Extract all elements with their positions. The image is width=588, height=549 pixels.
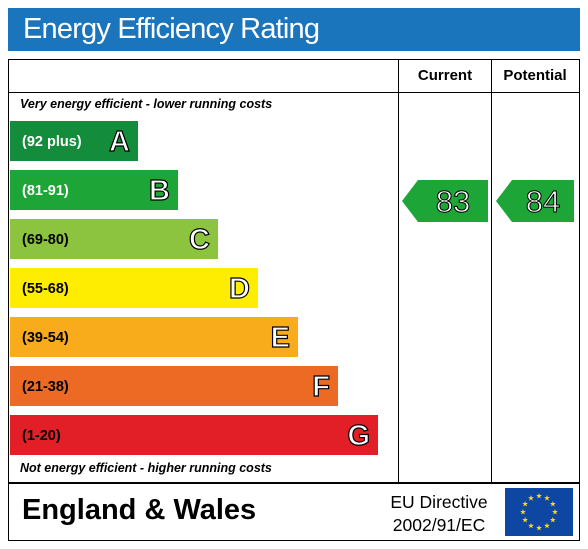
flag-star: [544, 522, 550, 529]
band-letter: E: [270, 321, 291, 354]
directive-line-1: EU Directive: [390, 492, 488, 512]
band-letter: D: [228, 272, 250, 305]
arrow-shape: [496, 180, 574, 222]
rating-band-b: (81-91) B: [10, 170, 178, 210]
band-letter: A: [108, 125, 130, 158]
band-range-label: (69-80): [22, 232, 69, 248]
rating-band-g: (1-20) G: [10, 415, 378, 455]
flag-star: [536, 493, 542, 499]
title-bar: Energy Efficiency Rating: [8, 8, 580, 51]
current-column-header: Current: [417, 67, 473, 84]
divider-potential: [491, 59, 492, 483]
rating-band-a: (92 plus) A: [10, 121, 138, 161]
header-divider: [8, 92, 580, 93]
band-range-label: (1-20): [22, 428, 61, 444]
band-range-label: (92 plus): [22, 134, 82, 150]
flag-star: [528, 522, 534, 529]
rating-band-c: (69-80) C: [10, 219, 218, 259]
band-range-label: (81-91): [22, 183, 69, 199]
bottom-note: Not energy efficient - higher running co…: [20, 461, 272, 475]
band-range-label: (55-68): [22, 281, 69, 297]
band-range-label: (21-38): [22, 379, 69, 395]
band-letter: C: [188, 223, 210, 256]
flag-star: [528, 495, 534, 501]
rating-band-d: (55-68) D: [10, 268, 258, 308]
directive-line-2: 2002/91/EC: [392, 515, 486, 535]
potential-column-header: Potential: [503, 67, 567, 84]
flag-star: [544, 495, 550, 501]
eu-flag-icon: [505, 488, 573, 536]
band-letter: F: [312, 370, 331, 403]
divider-current: [398, 59, 399, 483]
flag-star: [550, 517, 556, 523]
flag-star: [522, 501, 528, 507]
rating-band-f: (21-38) F: [10, 366, 338, 406]
current-rating-arrow: 83: [402, 180, 488, 222]
arrow-shape: [402, 180, 488, 222]
page-title: Energy Efficiency Rating: [23, 13, 320, 45]
footer-divider: [8, 482, 580, 484]
top-note: Very energy efficient - lower running co…: [20, 97, 273, 111]
rating-frame: [8, 59, 580, 541]
flag-star: [522, 517, 528, 523]
flag-star: [536, 525, 542, 531]
flag-star: [520, 509, 526, 515]
arrow-value: 84: [526, 184, 560, 219]
flag-star: [552, 509, 558, 515]
rating-band-e: (39-54) E: [10, 317, 298, 357]
flag-star: [550, 501, 556, 507]
arrow-value: 83: [436, 184, 470, 219]
band-letter: G: [347, 419, 371, 452]
band-letter: B: [148, 174, 170, 207]
potential-rating-arrow: 84: [496, 180, 574, 222]
band-range-label: (39-54): [22, 330, 69, 346]
region-label: England & Wales: [22, 494, 257, 526]
